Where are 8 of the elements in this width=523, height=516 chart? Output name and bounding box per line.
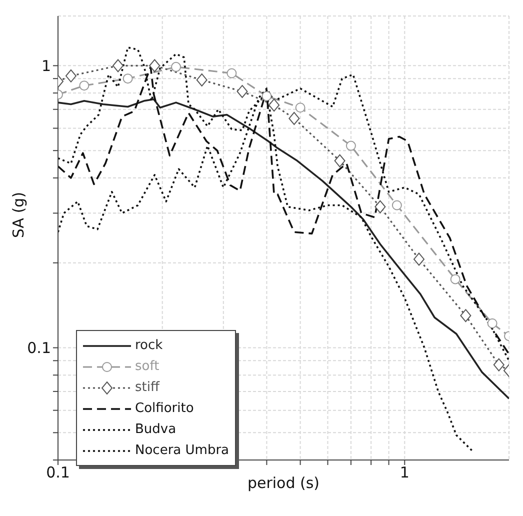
x-axis-title: period (s) xyxy=(247,474,320,492)
y-axis-title: SA (g) xyxy=(9,192,28,238)
legend-label: stiff xyxy=(135,380,160,395)
legend-label: Nocera Umbra xyxy=(135,443,230,458)
legend-label: rock xyxy=(135,338,163,353)
legend-label: Colfiorito xyxy=(135,401,194,416)
legend-label: soft xyxy=(135,359,160,374)
legend-label: Budva xyxy=(135,422,176,437)
